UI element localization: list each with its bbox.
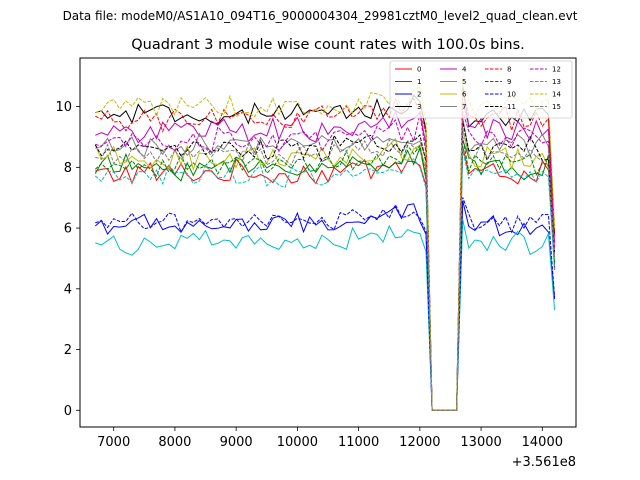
x-axis: 7000 8000 9000 10000 11000 12000 13000 14000 <box>97 427 563 450</box>
x-tick-label: 14000 <box>522 435 563 450</box>
series-line-13 <box>94 149 556 411</box>
series-line-12 <box>95 111 556 411</box>
legend-label: 13 <box>552 78 561 86</box>
legend-label: 5 <box>462 78 466 86</box>
x-tick-label: 10000 <box>277 435 318 450</box>
legend-label: 2 <box>417 91 421 99</box>
legend-label: 12 <box>552 66 561 74</box>
legend-label: 8 <box>507 66 511 74</box>
y-axis: 0 2 4 6 8 10 <box>55 100 80 419</box>
axes-frame <box>79 57 577 428</box>
legend-label: 14 <box>552 91 561 99</box>
series-line-8 <box>95 88 556 411</box>
plot-area <box>94 76 556 411</box>
x-tick-label: 13000 <box>460 435 501 450</box>
legend-label: 11 <box>507 103 516 111</box>
series-line-10 <box>95 197 556 411</box>
legend-label: 4 <box>462 66 467 74</box>
y-tick-label: 10 <box>55 100 72 115</box>
series-line-5 <box>95 219 556 411</box>
x-axis-offset-label: +3.561e8 <box>512 455 576 470</box>
series-line-11 <box>94 120 556 411</box>
x-tick-label: 11000 <box>338 435 379 450</box>
chart-title: Quadrant 3 module wise count rates with … <box>131 37 525 53</box>
x-tick-label: 7000 <box>97 435 130 450</box>
x-tick-label: 8000 <box>158 435 191 450</box>
legend-label: 0 <box>417 66 421 74</box>
series-line-0 <box>95 146 556 411</box>
y-tick-label: 0 <box>64 404 72 419</box>
legend-label: 3 <box>417 103 421 111</box>
series-line-4 <box>95 101 556 411</box>
figure-suptitle: Data file: modeM0/AS1A10_094T16_90000043… <box>63 9 578 23</box>
legend-label: 10 <box>507 91 516 99</box>
legend-label: 7 <box>462 103 466 111</box>
y-tick-label: 8 <box>64 161 72 176</box>
x-tick-label: 12000 <box>399 435 440 450</box>
legend-label: 9 <box>507 78 511 86</box>
y-tick-label: 2 <box>64 343 72 358</box>
series-line-9 <box>94 136 556 411</box>
y-tick-label: 6 <box>64 222 72 237</box>
y-tick-label: 4 <box>64 282 72 297</box>
legend-label: 1 <box>417 78 421 86</box>
legend-label: 15 <box>552 103 561 111</box>
series-line-1 <box>94 139 556 411</box>
legend-frame <box>389 60 573 119</box>
series-line-15 <box>95 127 556 411</box>
legend-label: 6 <box>462 91 467 99</box>
series-line-14 <box>95 76 556 411</box>
series-line-2 <box>94 200 556 411</box>
series-line-6 <box>94 130 556 411</box>
series-line-7 <box>95 117 556 411</box>
x-tick-label: 9000 <box>220 435 253 450</box>
